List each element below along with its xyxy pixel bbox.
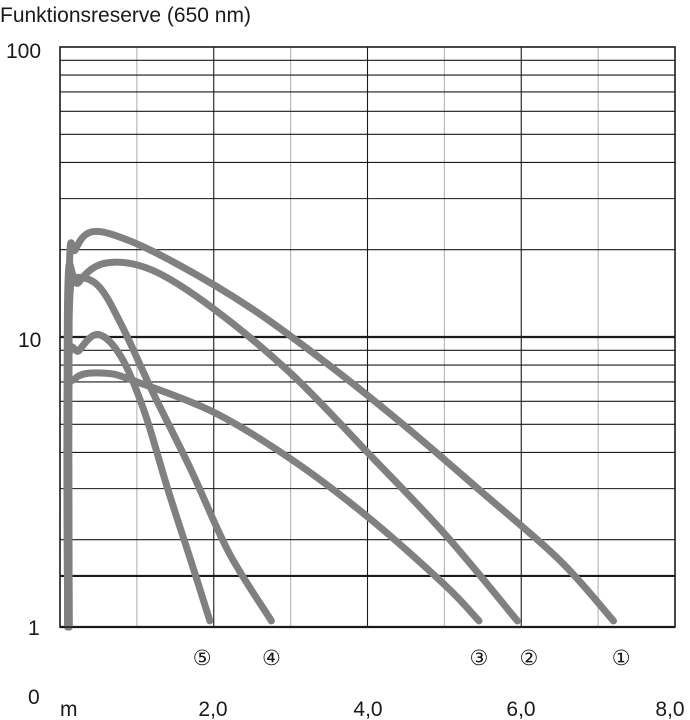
x-tick-4: 4,0 bbox=[353, 698, 382, 720]
x-tick-8: 8,0 bbox=[655, 698, 684, 720]
series-line-5 bbox=[63, 330, 214, 631]
curve-marker-label: ② bbox=[520, 647, 539, 670]
curves bbox=[63, 227, 617, 631]
y-tick-10: 10 bbox=[18, 329, 41, 352]
curve-marker-label: ① bbox=[612, 647, 631, 670]
x-tick-6: 6,0 bbox=[506, 698, 535, 720]
curve-marker-label: ④ bbox=[262, 647, 281, 670]
series-line-2 bbox=[64, 258, 521, 631]
curve-marker-label: ③ bbox=[470, 647, 489, 670]
curve-marker-label: ⑤ bbox=[193, 647, 212, 670]
plot-frame bbox=[59, 46, 676, 628]
y-tick-100: 100 bbox=[6, 40, 41, 63]
x-tick-2: 2,0 bbox=[198, 698, 227, 720]
chart-title: Funktionsreserve (650 nm) bbox=[0, 4, 251, 27]
x-unit-label: m bbox=[60, 698, 78, 720]
curve-markers: ⑤ ④ ③ ② ① bbox=[193, 647, 631, 670]
y-tick-1: 1 bbox=[28, 617, 40, 640]
grid bbox=[60, 47, 675, 629]
y-tick-0: 0 bbox=[28, 686, 40, 709]
series-line-4 bbox=[63, 260, 275, 631]
